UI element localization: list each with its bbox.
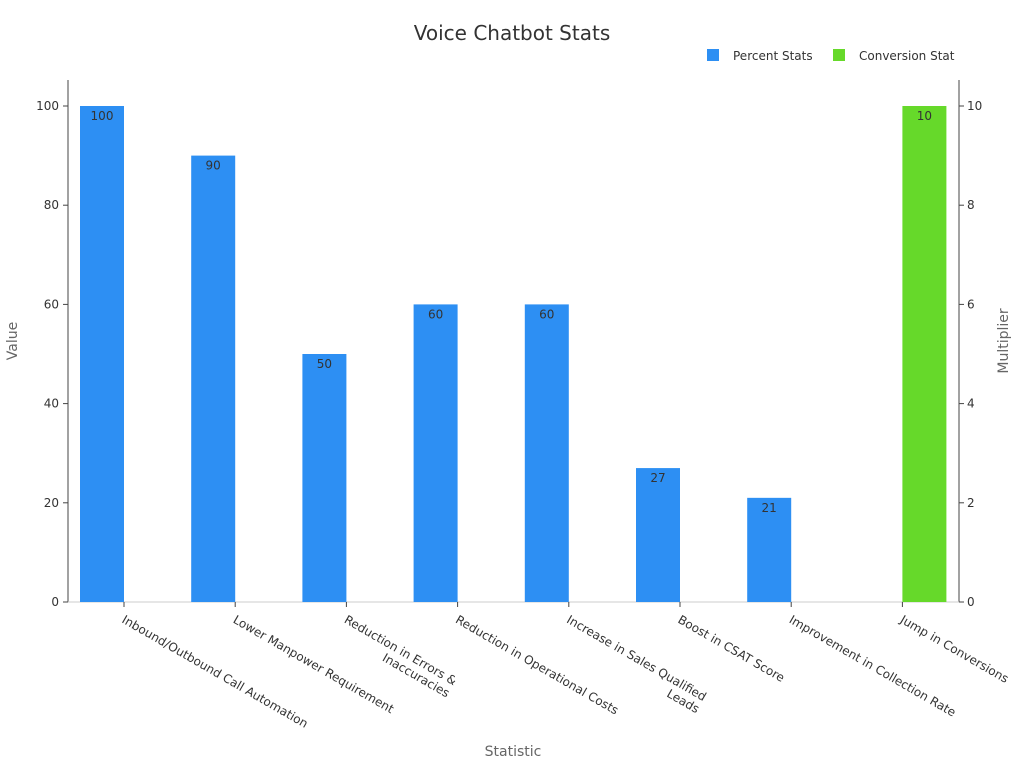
right-tick-label: 8 (967, 198, 975, 212)
x-tick-label: Inbound/Outbound Call Automation (120, 612, 311, 730)
percent-bar (80, 106, 124, 602)
left-tick-label: 40 (44, 397, 59, 411)
left-tick-label: 100 (36, 99, 59, 113)
right-tick-label: 0 (967, 595, 975, 609)
conversion-bar (902, 106, 947, 602)
bar-value-label: 100 (91, 109, 114, 123)
bar-value-label: 10 (917, 109, 932, 123)
bar-value-label: 21 (762, 501, 777, 515)
left-tick-label: 60 (44, 297, 59, 311)
left-tick-label: 0 (51, 595, 59, 609)
bar-value-label: 90 (206, 159, 221, 173)
legend: Percent Stats Conversion Stat (707, 49, 955, 63)
left-tick-label: 80 (44, 198, 59, 212)
legend-label: Conversion Stat (859, 49, 955, 63)
chart-title: Voice Chatbot Stats (414, 21, 611, 45)
bar-value-label: 50 (317, 357, 332, 371)
percent-bar (524, 304, 569, 602)
percent-bar (413, 304, 458, 602)
right-tick-label: 4 (967, 397, 975, 411)
right-tick-label: 2 (967, 496, 975, 510)
legend-swatch (707, 49, 719, 61)
right-tick-label: 10 (967, 99, 982, 113)
percent-bar (302, 354, 347, 602)
right-axis-ticks: 0 2 4 6 8 10 (959, 99, 982, 609)
x-tick-label: Jump in Conversions (897, 612, 1011, 686)
bar-value-label: 60 (428, 307, 443, 321)
percent-bar (636, 468, 680, 602)
x-axis-title: Statistic (485, 744, 542, 760)
y2-axis-title: Multiplier (996, 308, 1012, 374)
y-axis-title: Value (5, 322, 21, 360)
left-tick-label: 20 (44, 496, 59, 510)
x-tick-label: Boost in CSAT Score (676, 612, 788, 684)
bars: 100 90 50 60 60 27 21 10 (80, 106, 947, 602)
bar-value-label: 27 (650, 471, 665, 485)
left-axis-ticks: 0 20 40 60 80 100 (36, 99, 68, 609)
right-tick-label: 6 (967, 297, 975, 311)
legend-label: Percent Stats (733, 49, 813, 63)
legend-swatch (833, 49, 845, 61)
bar-value-label: 60 (539, 307, 554, 321)
percent-bar (747, 497, 792, 602)
percent-bar (191, 155, 236, 602)
